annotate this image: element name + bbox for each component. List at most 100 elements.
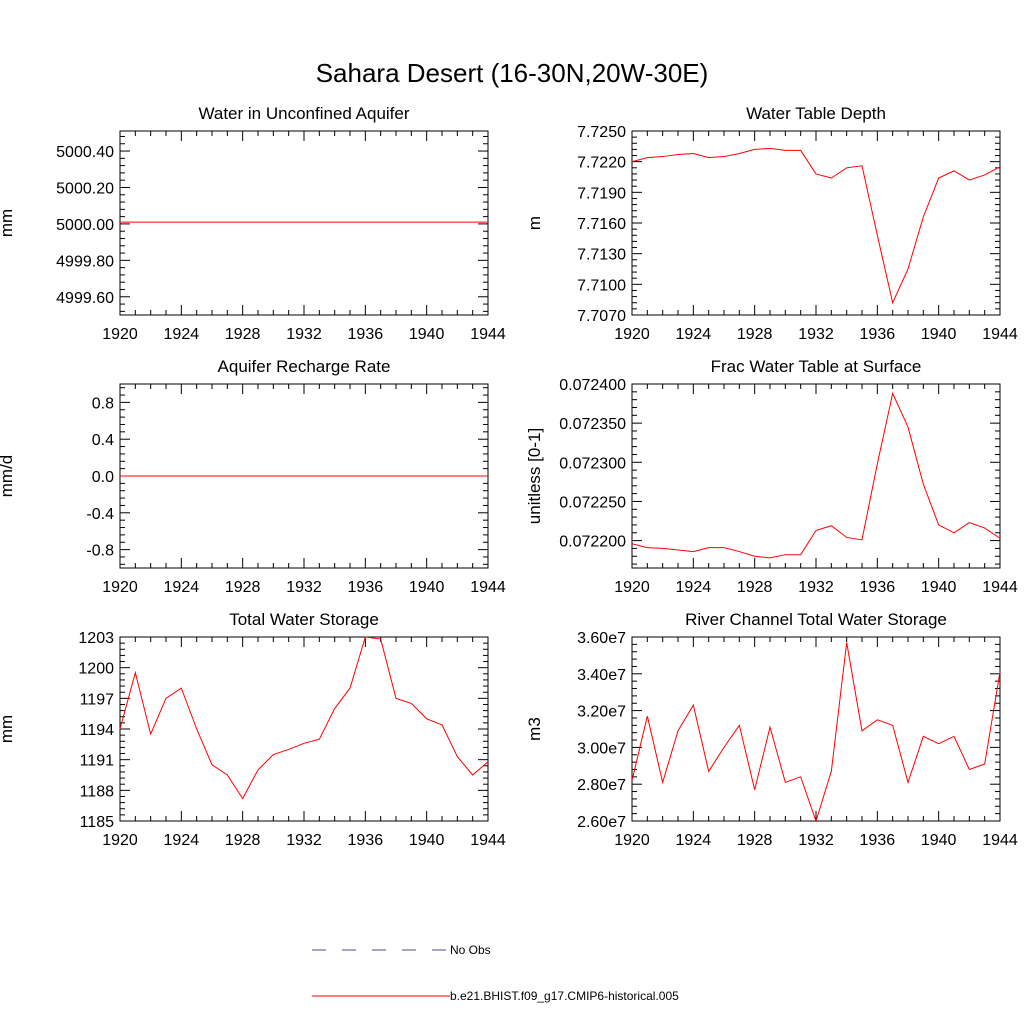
y-tick-label: 5000.40	[56, 144, 114, 161]
legend-obs-label: No Obs	[450, 943, 491, 957]
y-tick-label: -0.8	[86, 543, 114, 560]
x-tick-label: 1940	[409, 579, 445, 596]
panels: Water in Unconfined Aquifer mm 1920 1924 192…	[0, 104, 1018, 849]
y-tick-label: 3.40e7	[577, 667, 626, 684]
panel-title: Total Water Storage	[229, 610, 379, 629]
panel-6: River Channel Total Water Storage m3 1920 1…	[525, 610, 1018, 849]
panel-5: Total Water Storage mm 1920 1924 1928 1932 193…	[0, 610, 506, 849]
x-tick-label: 1920	[102, 579, 138, 596]
y-tick-label: 2.60e7	[577, 814, 626, 831]
y-tick-label: 2.80e7	[577, 777, 626, 794]
x-tick-label: 1928	[225, 832, 261, 849]
x-tick-label: 1924	[164, 832, 200, 849]
panel-4: Frac Water Table at Surface unitless [0-1…	[525, 357, 1018, 596]
series-line	[631, 147, 1001, 305]
x-tick-label: 1920	[614, 579, 650, 596]
plot-frame	[631, 130, 1001, 316]
plot-frame	[119, 636, 489, 822]
x-tick-label: 1936	[348, 326, 384, 343]
x-tick-label: 1920	[614, 832, 650, 849]
legend-model-label: b.e21.BHIST.f09_g17.CMIP6-historical.005	[450, 989, 679, 1003]
y-tick-label: 3.60e7	[577, 630, 626, 647]
y-tick-label: 4999.80	[56, 253, 114, 270]
y-tick-label: 1200	[78, 661, 114, 678]
panel-title: Water in Unconfined Aquifer	[198, 104, 409, 123]
y-tick-label: 0.8	[92, 395, 114, 412]
y-axis-label: m3	[525, 717, 544, 741]
x-tick-label: 1940	[409, 326, 445, 343]
y-tick-label: -0.4	[86, 506, 114, 523]
y-axis-label: mm/d	[0, 455, 16, 498]
y-tick-label: 0.4	[92, 432, 114, 449]
series-line	[631, 391, 1001, 559]
x-tick-label: 1944	[470, 832, 506, 849]
x-tick-label: 1944	[982, 579, 1018, 596]
panel-title: Water Table Depth	[746, 104, 886, 123]
x-tick-label: 1920	[102, 326, 138, 343]
x-tick-label: 1944	[470, 326, 506, 343]
x-tick-label: 1920	[102, 832, 138, 849]
y-tick-label: 1191	[80, 753, 115, 770]
x-tick-label: 1940	[921, 326, 957, 343]
panel-3: Aquifer Recharge Rate mm/d 1920 1924 1928 193…	[0, 357, 506, 596]
y-tick-label: 0.072200	[559, 534, 626, 551]
main-title: Sahara Desert (16-30N,20W-30E)	[316, 58, 709, 88]
x-tick-label: 1924	[676, 326, 712, 343]
y-tick-label: 5000.20	[56, 180, 114, 197]
y-tick-label: 0.0	[92, 469, 114, 486]
x-tick-label: 1944	[470, 579, 506, 596]
x-tick-label: 1940	[921, 579, 957, 596]
x-tick-label: 1924	[676, 579, 712, 596]
y-tick-label: 3.00e7	[577, 740, 626, 757]
y-tick-label: 7.7100	[577, 277, 626, 294]
y-tick-label: 7.7220	[577, 155, 626, 172]
x-tick-label: 1932	[798, 832, 834, 849]
x-tick-label: 1944	[982, 832, 1018, 849]
x-tick-label: 1940	[409, 832, 445, 849]
x-tick-label: 1932	[286, 579, 322, 596]
y-tick-label: 7.7070	[577, 308, 626, 325]
panel-1: Water in Unconfined Aquifer mm 1920 1924 192…	[0, 104, 506, 343]
x-tick-label: 1936	[860, 832, 896, 849]
y-tick-label: 7.7130	[577, 247, 626, 264]
y-tick-label: 7.7160	[577, 216, 626, 233]
x-tick-label: 1936	[860, 579, 896, 596]
y-axis-label: unitless [0-1]	[525, 428, 544, 524]
x-tick-label: 1928	[737, 326, 773, 343]
x-tick-label: 1944	[982, 326, 1018, 343]
plot-frame	[119, 130, 489, 316]
y-tick-label: 3.20e7	[577, 704, 626, 721]
panel-title: Aquifer Recharge Rate	[218, 357, 391, 376]
y-tick-label: 1188	[80, 783, 115, 800]
x-tick-label: 1924	[164, 579, 200, 596]
x-tick-label: 1928	[737, 832, 773, 849]
y-tick-label: 4999.60	[56, 290, 114, 307]
panel-2: Water Table Depth m 1920 1924 1928 1932 1936 19…	[525, 104, 1018, 343]
x-tick-label: 1928	[225, 579, 261, 596]
x-tick-label: 1936	[348, 579, 384, 596]
x-tick-label: 1928	[737, 579, 773, 596]
plot-frame	[631, 383, 1001, 569]
series-line	[631, 642, 1001, 823]
y-tick-label: 7.7190	[577, 185, 626, 202]
x-tick-label: 1924	[164, 326, 200, 343]
y-axis-label: mm	[0, 209, 16, 237]
x-tick-label: 1932	[286, 326, 322, 343]
x-tick-label: 1936	[860, 326, 896, 343]
panel-title: Frac Water Table at Surface	[711, 357, 922, 376]
x-tick-label: 1932	[798, 326, 834, 343]
x-tick-label: 1928	[225, 326, 261, 343]
y-tick-label: 7.7250	[577, 124, 626, 141]
x-tick-label: 1932	[286, 832, 322, 849]
legend: No Obs b.e21.BHIST.f09_g17.CMIP6-histori…	[312, 943, 679, 1003]
plot-frame	[631, 636, 1001, 822]
y-tick-label: 0.072300	[559, 455, 626, 472]
x-tick-label: 1940	[921, 832, 957, 849]
series-line	[119, 636, 489, 800]
y-tick-label: 1197	[80, 691, 115, 708]
x-tick-label: 1936	[348, 832, 384, 849]
y-tick-label: 1203	[78, 630, 114, 647]
x-tick-label: 1924	[676, 832, 712, 849]
y-axis-label: mm	[0, 715, 16, 743]
